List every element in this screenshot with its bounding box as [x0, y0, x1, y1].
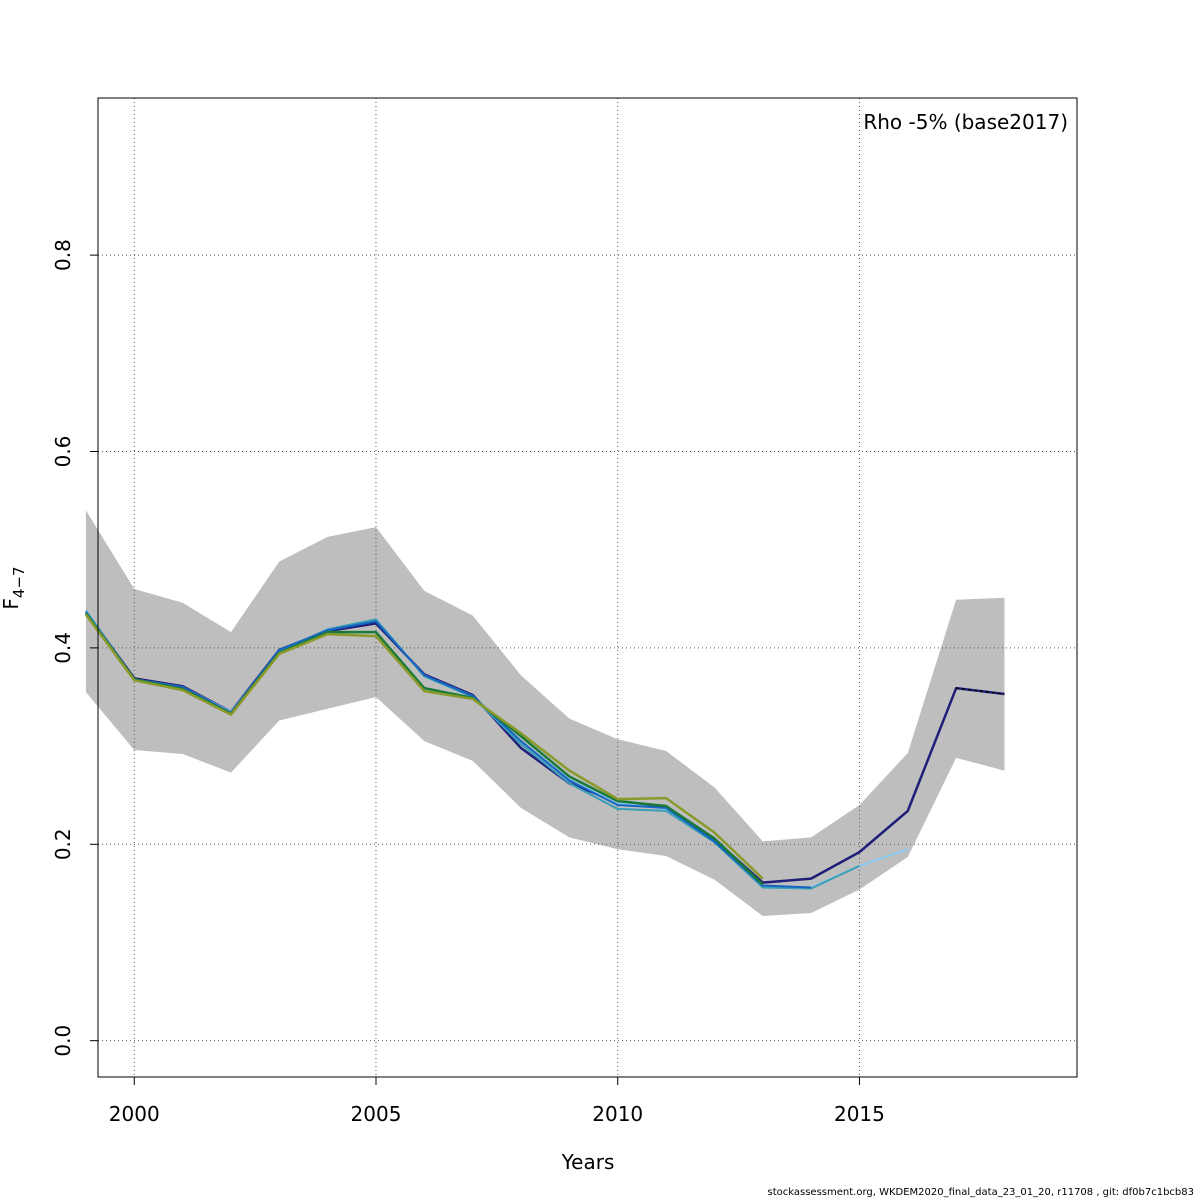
y-axis-label-subscript: 4−7: [10, 566, 28, 598]
x-tick-label-0: 2000: [109, 1102, 160, 1126]
y-axis: 0.0 0.2 0.4 0.6 0.8: [51, 239, 98, 1057]
svg-text:F4−7: F4−7: [0, 566, 28, 609]
y-axis-label: F4−7: [0, 566, 28, 609]
x-tick-label-3: 2015: [834, 1102, 885, 1126]
x-tick-label-2: 2010: [592, 1102, 643, 1126]
series-line-6: [84, 613, 764, 880]
x-tick-label-1: 2005: [351, 1102, 402, 1126]
series-line-4: [85, 611, 812, 889]
grid-layer: [98, 98, 1077, 1077]
y-tick-label-1: 0.2: [51, 828, 75, 860]
y-axis-label-main: F: [0, 598, 23, 610]
footer-credit: stockassessment.org, WKDEM2020_final_dat…: [767, 1187, 1194, 1198]
chart-annotation: Rho -5% (base2017): [863, 110, 1068, 134]
y-tick-label-2: 0.4: [51, 632, 75, 664]
y-tick-label-0: 0.0: [51, 1025, 75, 1057]
y-tick-label-4: 0.8: [51, 239, 75, 271]
series-layer: [84, 610, 1005, 890]
x-axis: 2000 2005 2010 2015: [109, 1077, 885, 1126]
confidence-band: [85, 510, 1005, 916]
x-axis-label: Years: [561, 1150, 615, 1174]
y-tick-label-3: 0.6: [51, 436, 75, 468]
confidence-band-layer: [85, 510, 1005, 916]
series-line-1: [956, 687, 1005, 695]
plot-frame: [97, 97, 1078, 1078]
